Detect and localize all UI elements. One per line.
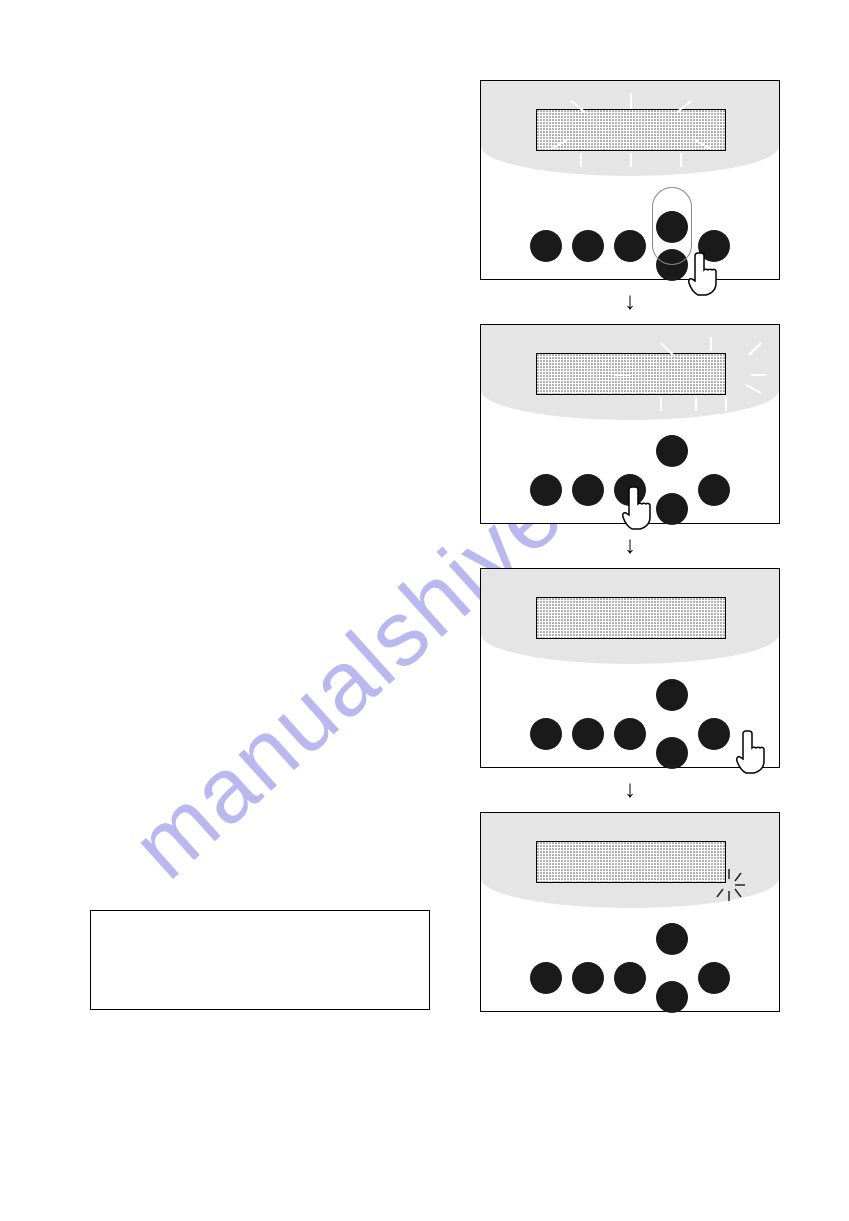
panel-step-1: ↓ — [470, 80, 790, 324]
panel-sequence: ↓ — [470, 80, 790, 1012]
button-stack — [656, 943, 688, 1013]
button-5[interactable] — [698, 474, 730, 506]
arrow-down-icon: ↓ — [624, 778, 636, 802]
button-2[interactable] — [572, 230, 604, 262]
note-box — [90, 910, 430, 1010]
panel-step-2: ↓ — [470, 324, 790, 568]
button-down[interactable] — [656, 737, 688, 769]
control-panel — [480, 80, 780, 280]
button-1[interactable] — [530, 474, 562, 506]
button-5[interactable] — [698, 718, 730, 750]
display-screen — [536, 597, 726, 639]
button-2[interactable] — [572, 962, 604, 994]
button-stack — [656, 211, 688, 281]
button-row — [481, 211, 779, 281]
button-row — [481, 943, 779, 1013]
display-screen — [536, 109, 726, 151]
button-stack — [656, 699, 688, 769]
button-1[interactable] — [530, 718, 562, 750]
control-panel — [480, 568, 780, 768]
button-1[interactable] — [530, 962, 562, 994]
button-1[interactable] — [530, 230, 562, 262]
button-2[interactable] — [572, 474, 604, 506]
panel-step-3: ↓ — [470, 568, 790, 812]
arrow-down-icon: ↓ — [624, 290, 636, 314]
stack-highlight — [652, 187, 692, 265]
button-3[interactable] — [614, 230, 646, 262]
button-up[interactable] — [656, 679, 688, 711]
button-up[interactable] — [656, 435, 688, 467]
button-5[interactable] — [698, 962, 730, 994]
button-down[interactable] — [656, 981, 688, 1013]
hand-pointer-icon — [621, 483, 661, 533]
panel-step-4 — [470, 812, 790, 1012]
control-panel — [480, 324, 780, 524]
button-up[interactable] — [656, 923, 688, 955]
hand-pointer-icon — [687, 249, 727, 299]
hand-pointer-icon — [735, 727, 775, 777]
button-3[interactable] — [614, 718, 646, 750]
arrow-down-icon: ↓ — [624, 534, 636, 558]
button-3[interactable] — [614, 962, 646, 994]
control-panel — [480, 812, 780, 1012]
button-2[interactable] — [572, 718, 604, 750]
display-screen — [536, 841, 726, 883]
display-screen — [536, 353, 726, 395]
manual-page: manualshive.com — [0, 0, 849, 1221]
